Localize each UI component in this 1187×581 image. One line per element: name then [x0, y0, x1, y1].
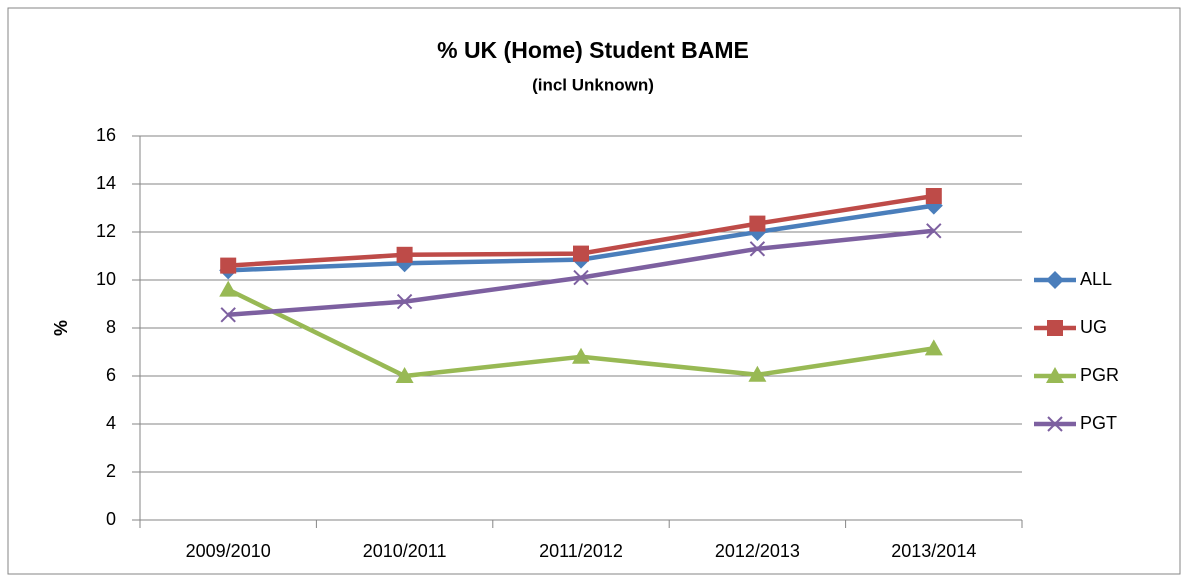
legend-label: ALL	[1080, 269, 1112, 289]
chart-title: % UK (Home) Student BAME	[437, 37, 749, 63]
y-tick-label: 6	[106, 365, 116, 385]
y-tick-label: 14	[96, 173, 116, 193]
y-axis-label: %	[51, 320, 71, 336]
marker	[925, 188, 942, 204]
marker	[748, 365, 767, 382]
legend-label: PGT	[1080, 413, 1117, 433]
legend-label: PGR	[1080, 365, 1119, 385]
x-tick-label: 2011/2012	[539, 541, 623, 561]
marker	[573, 245, 589, 262]
marker	[926, 223, 942, 239]
marker	[396, 293, 413, 310]
y-tick-label: 4	[106, 413, 116, 433]
marker	[1046, 367, 1064, 383]
marker	[924, 339, 943, 356]
marker	[1047, 416, 1063, 432]
y-tick-label: 12	[96, 221, 116, 241]
marker	[749, 241, 766, 257]
x-tick-label: 2009/2010	[186, 541, 271, 561]
marker	[395, 367, 414, 383]
marker	[1047, 320, 1063, 336]
marker	[220, 257, 237, 274]
marker	[573, 269, 589, 286]
marker	[219, 280, 238, 297]
chart-border	[7, 7, 1181, 575]
y-tick-label: 2	[106, 461, 116, 481]
x-tick-label: 2013/2014	[891, 541, 976, 561]
y-tick-label: 0	[106, 509, 116, 529]
marker	[396, 246, 413, 263]
marker	[1046, 271, 1064, 289]
marker	[572, 347, 590, 364]
y-tick-label: 10	[96, 269, 116, 289]
y-tick-label: 8	[106, 317, 116, 337]
marker	[749, 215, 766, 232]
legend-label: UG	[1080, 317, 1107, 337]
chart-subtitle: (incl Unknown)	[532, 75, 654, 94]
x-tick-label: 2010/2011	[363, 541, 447, 561]
x-tick-label: 2012/2013	[715, 541, 800, 561]
y-tick-label: 16	[96, 125, 116, 145]
marker	[220, 307, 236, 323]
